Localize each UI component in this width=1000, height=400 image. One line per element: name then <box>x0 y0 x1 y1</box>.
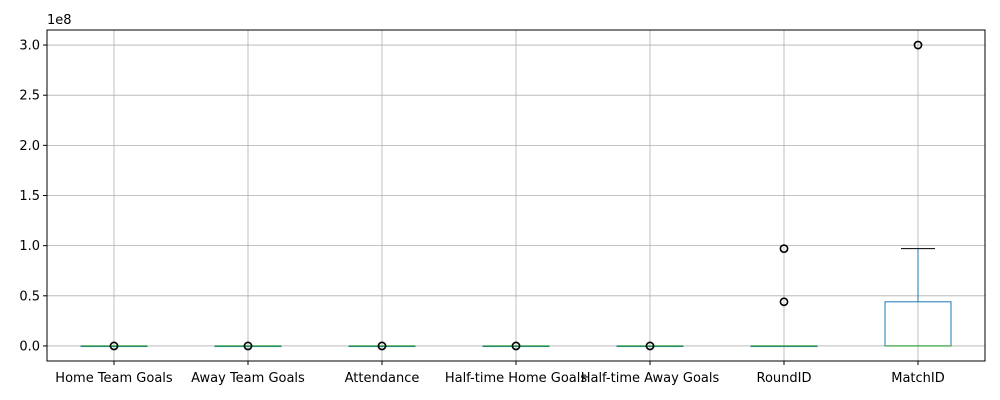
outlier-point <box>645 341 655 351</box>
x-tick-label: Half-time Away Goals <box>581 371 720 386</box>
y-tick-label: 2.5 <box>19 89 40 104</box>
x-tick-label: RoundID <box>757 371 812 386</box>
outlier-point <box>243 341 253 351</box>
y-offset-label: 1e8 <box>47 13 72 28</box>
y-axis: 0.0 0.5 1.0 1.5 2.0 2.5 3.0 <box>19 39 47 354</box>
y-tick-label: 3.0 <box>19 39 40 54</box>
y-tick-label: 0.5 <box>19 289 40 304</box>
outlier-point <box>913 40 923 50</box>
outlier-point <box>377 341 387 351</box>
outlier-point <box>779 244 789 254</box>
y-tick-label: 0.0 <box>19 339 40 354</box>
boxes <box>80 40 952 351</box>
y-tick-label: 1.0 <box>19 239 40 254</box>
outlier-point <box>779 297 789 307</box>
y-tick-label: 1.5 <box>19 189 40 204</box>
x-tick-label: Away Team Goals <box>191 371 305 386</box>
grid-lines <box>47 30 985 361</box>
x-tick-label: Attendance <box>345 371 420 386</box>
y-tick-label: 2.0 <box>19 139 40 154</box>
x-tick-label: Home Team Goals <box>55 371 173 386</box>
x-axis: Home Team Goals Away Team Goals Attendance… <box>55 361 945 386</box>
x-tick-label: Half-time Home Goals <box>445 371 588 386</box>
x-tick-label: MatchID <box>891 371 945 386</box>
outlier-point <box>109 341 119 351</box>
outlier-point <box>511 341 521 351</box>
